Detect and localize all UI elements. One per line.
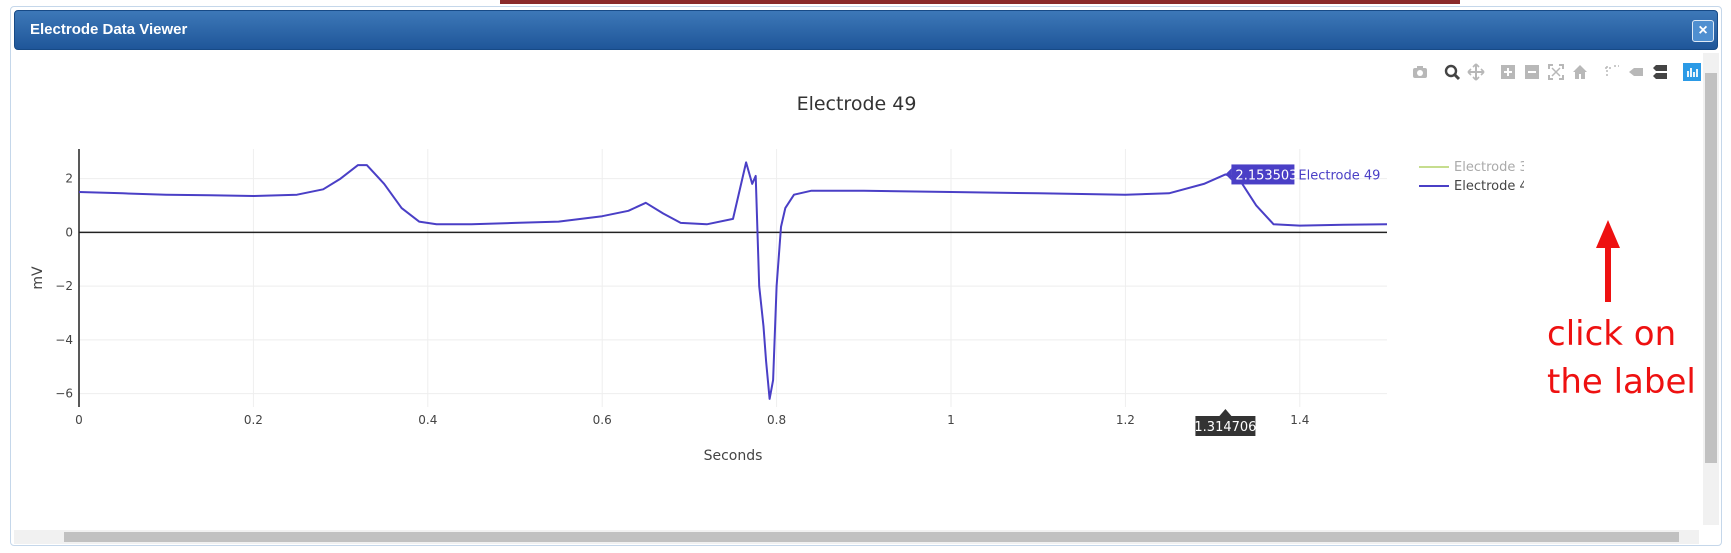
y-tick-label: −4 (55, 333, 73, 347)
electrode-data-viewer-dialog: Electrode Data Viewer × Electrode 49 0 0.… (10, 6, 1722, 546)
annotation-text: click on the label (1547, 310, 1717, 406)
chart-title: Electrode 49 (796, 93, 917, 115)
legend-item: Electrode 36 (1454, 160, 1524, 175)
series-line-electrode-49 (78, 161, 1388, 400)
x-tick-label: 0.4 (418, 413, 437, 427)
x-tick-label: 0.6 (593, 413, 612, 427)
line-chart: 0 0.2 0.4 0.6 0.8 1 1.2 1.4 2 0 −2 −4 −6 Seconds mV Ele… (30, 149, 1524, 464)
pan-icon[interactable] (1465, 61, 1487, 83)
vertical-scrollbar-thumb[interactable] (1705, 73, 1717, 463)
close-icon[interactable]: × (1692, 20, 1714, 42)
annotation-arrow-icon (1596, 220, 1620, 302)
hover-x-value: 1.314706 (1194, 420, 1256, 435)
legend-item: Electrode 49 (1454, 179, 1524, 194)
x-axis-title: Seconds (704, 448, 763, 464)
dialog-title: Electrode Data Viewer (30, 21, 188, 38)
hover-closest-icon[interactable] (1625, 61, 1647, 83)
x-tick-label: 1.2 (1116, 413, 1135, 427)
x-tick-label: 0 (75, 413, 83, 427)
y-axis-title: mV (30, 266, 46, 290)
hover-series-name: Electrode 49 (1298, 168, 1380, 183)
camera-icon[interactable] (1409, 61, 1431, 83)
hover-x-box (1195, 416, 1256, 436)
y-tick-label: −2 (55, 279, 73, 293)
horizontal-scrollbar-thumb[interactable] (64, 532, 1679, 542)
hover-compare-icon[interactable] (1649, 61, 1671, 83)
home-icon[interactable] (1569, 61, 1591, 83)
hover-y-value: 2.153503 (1235, 168, 1297, 183)
y-tick-label: 0 (65, 225, 73, 239)
hover-y-box (1231, 164, 1295, 185)
zoom-in-icon[interactable] (1497, 61, 1519, 83)
plotly-logo-icon[interactable] (1681, 61, 1703, 83)
spike-lines-icon[interactable] (1601, 61, 1623, 83)
zoom-out-icon[interactable] (1521, 61, 1543, 83)
hover-pointer (1225, 168, 1232, 181)
plot-container: Electrode 49 0 0.2 0.4 0.6 0.8 1 1.2 1.4 2 0 −2 −4 −… (14, 53, 1701, 531)
y-tick-label: −6 (55, 387, 73, 401)
dialog-titlebar[interactable]: Electrode Data Viewer × (14, 10, 1718, 50)
hover-x-pointer (1219, 409, 1232, 416)
x-tick-label: 0.2 (244, 413, 263, 427)
annotation-line-1: click on (1547, 314, 1677, 354)
x-tick-label: 1.4 (1290, 413, 1309, 427)
plot-modebar (1409, 61, 1701, 83)
annotation-line-2: the label (1547, 362, 1696, 402)
y-tick-label: 2 (65, 172, 73, 186)
horizontal-scrollbar[interactable] (14, 530, 1699, 544)
background-page-strip (500, 0, 1460, 4)
zoom-icon[interactable] (1441, 61, 1463, 83)
x-tick-label: 1 (947, 413, 955, 427)
autoscale-icon[interactable] (1545, 61, 1567, 83)
vertical-scrollbar[interactable] (1703, 53, 1719, 525)
x-tick-label: 0.8 (767, 413, 786, 427)
